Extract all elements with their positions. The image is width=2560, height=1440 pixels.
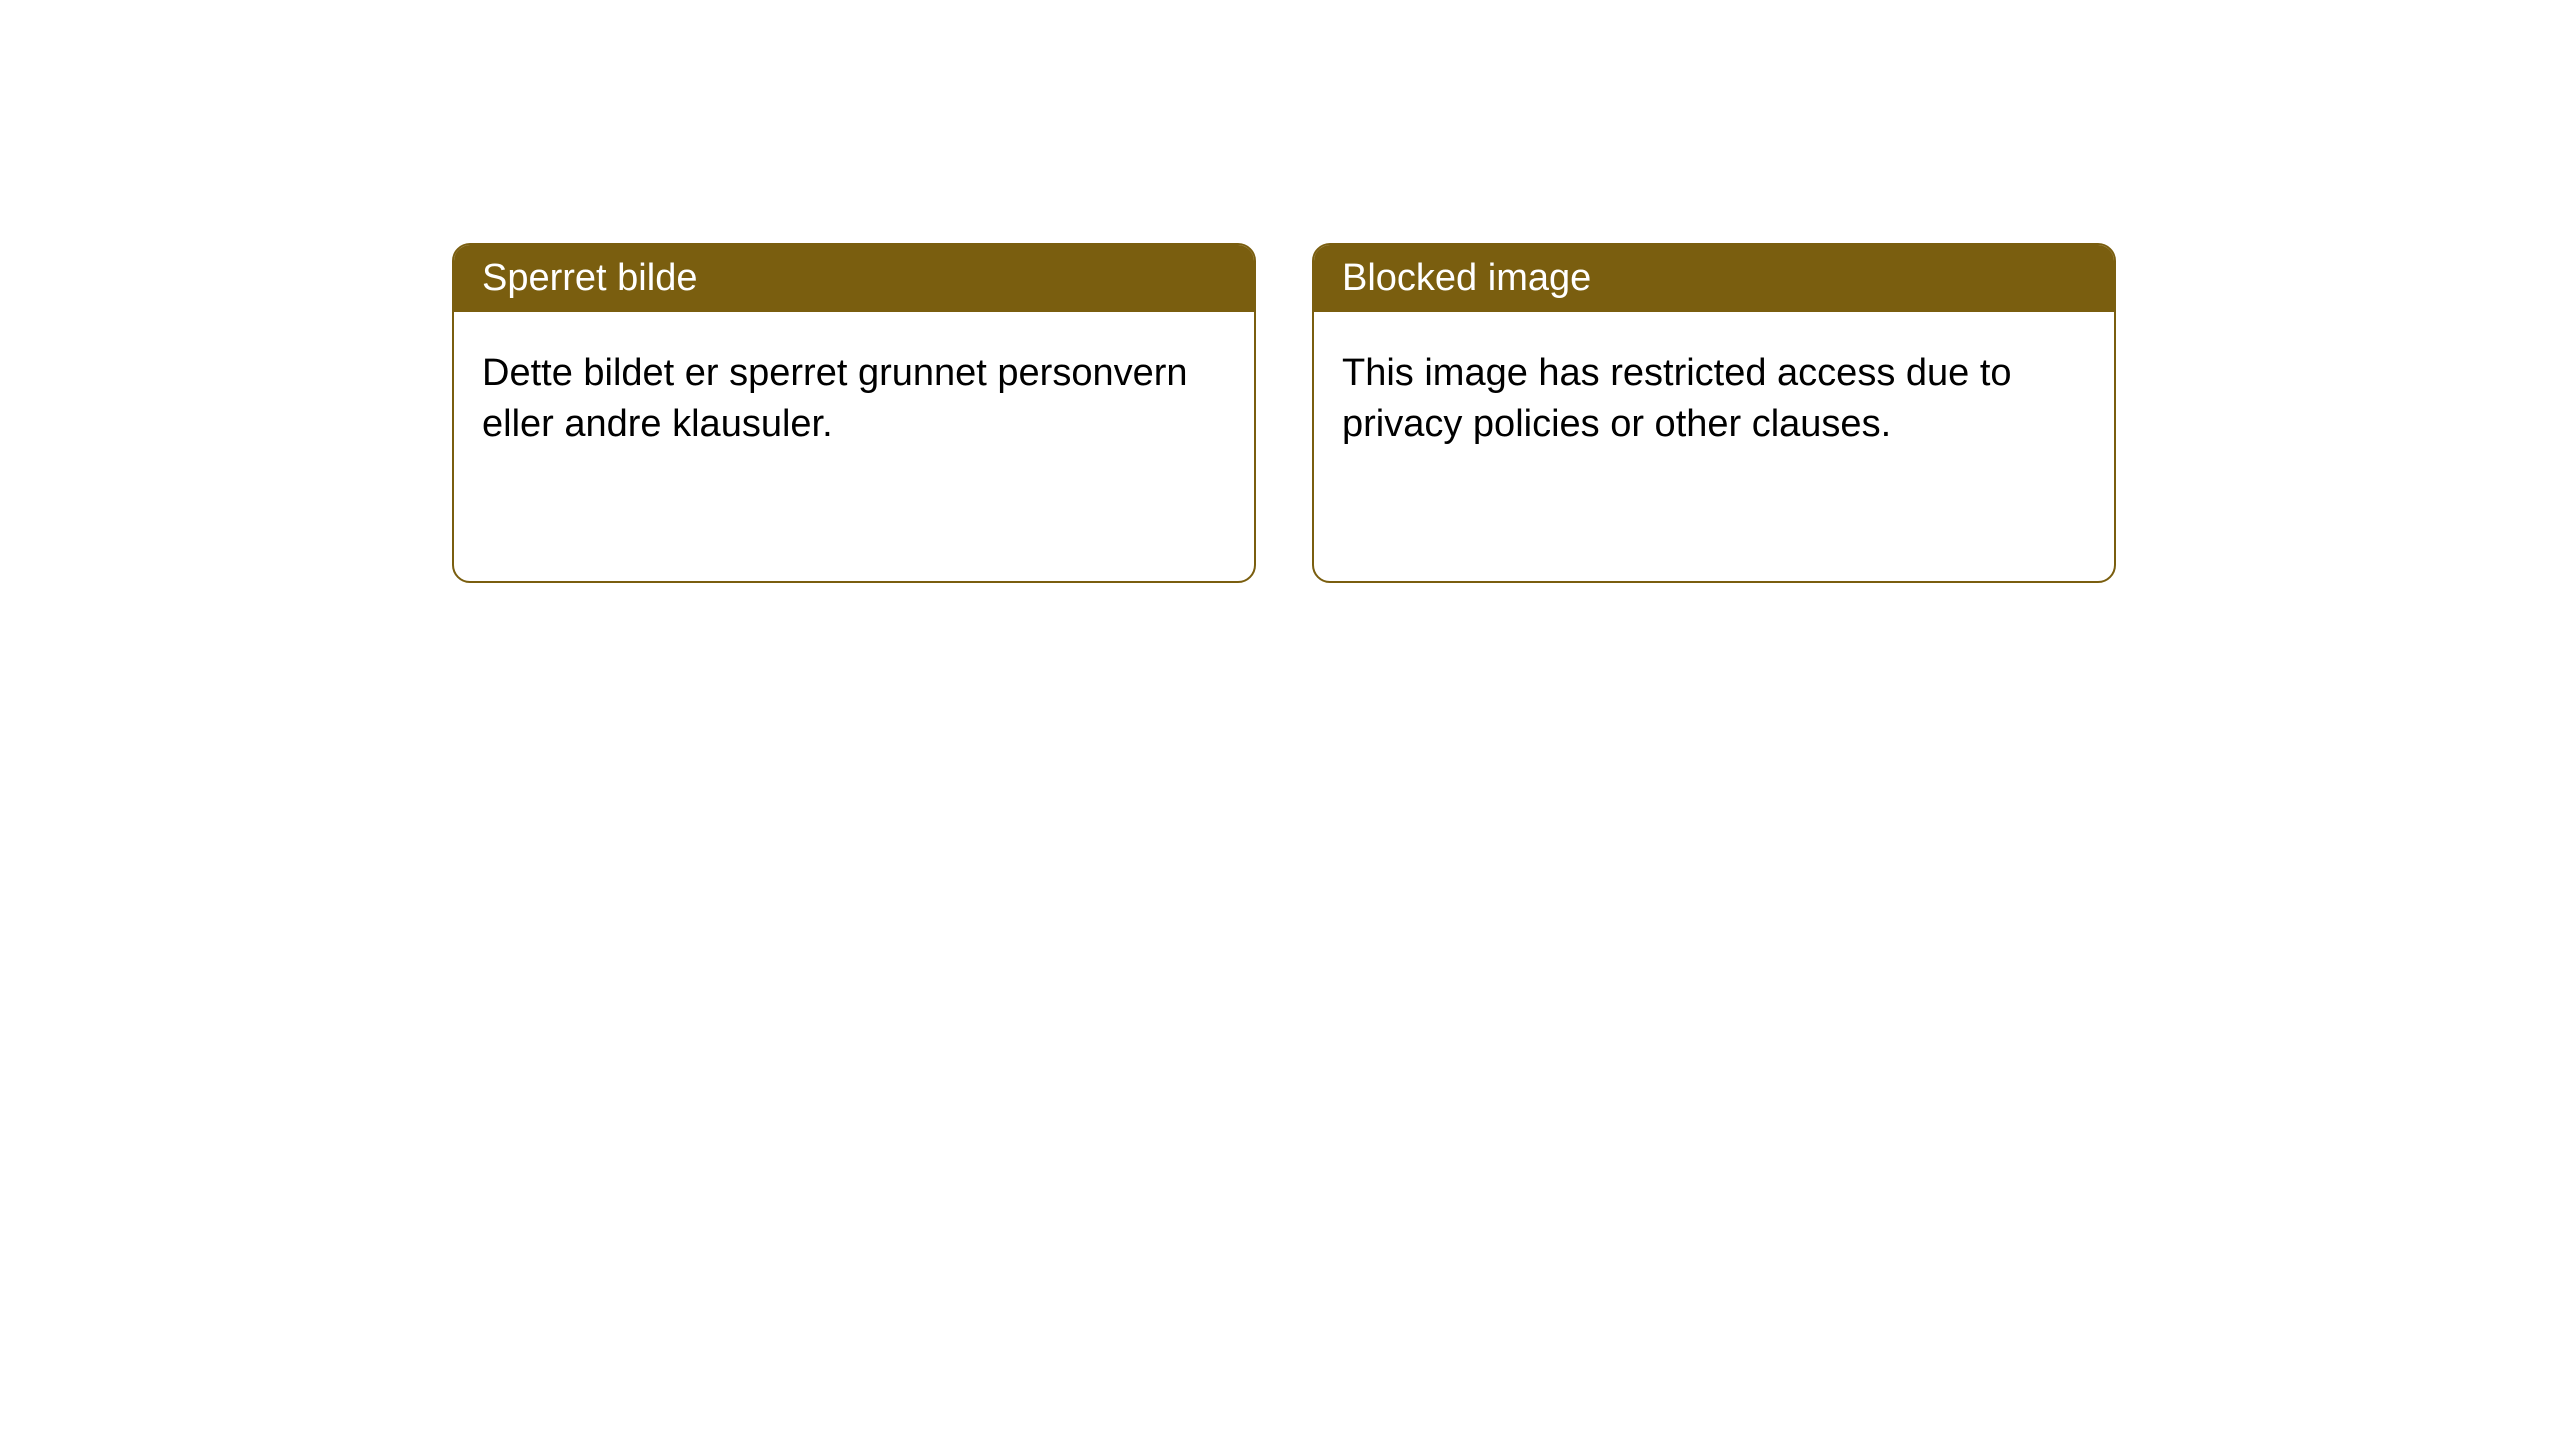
card-text-english: This image has restricted access due to … — [1342, 352, 2012, 445]
card-english: Blocked image This image has restricted … — [1312, 243, 2116, 583]
card-norwegian: Sperret bilde Dette bildet er sperret gr… — [452, 243, 1256, 583]
card-title-norwegian: Sperret bilde — [482, 257, 697, 299]
cards-container: Sperret bilde Dette bildet er sperret gr… — [452, 243, 2116, 583]
card-text-norwegian: Dette bildet er sperret grunnet personve… — [482, 352, 1188, 445]
card-body-norwegian: Dette bildet er sperret grunnet personve… — [454, 312, 1254, 487]
card-header-english: Blocked image — [1314, 245, 2114, 312]
card-body-english: This image has restricted access due to … — [1314, 312, 2114, 487]
card-title-english: Blocked image — [1342, 257, 1591, 299]
card-header-norwegian: Sperret bilde — [454, 245, 1254, 312]
